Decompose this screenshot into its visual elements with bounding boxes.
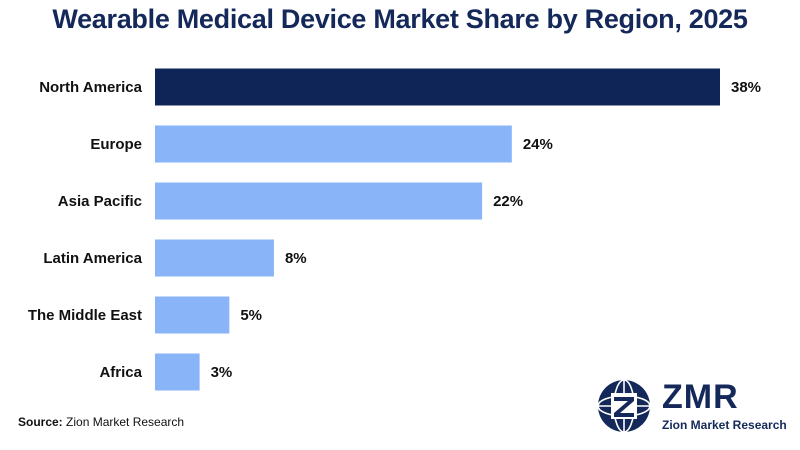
- bar-north-america: [155, 68, 720, 106]
- bar-latin-america: [155, 239, 274, 277]
- value-label-asia-pacific: 22%: [493, 193, 523, 210]
- source-text: Zion Market Research: [66, 415, 185, 429]
- value-label-the-middle-east: 5%: [240, 307, 262, 324]
- value-label-north-america: 38%: [731, 79, 761, 96]
- value-label-africa: 3%: [211, 364, 233, 381]
- bar-the-middle-east: [155, 296, 230, 334]
- category-label-the-middle-east: The Middle East: [28, 307, 142, 324]
- logo-text: ZMR: [662, 378, 739, 416]
- category-labels: North America Europe Asia Pacific Latin Ame…: [28, 79, 143, 381]
- globe-z-icon: [597, 379, 651, 433]
- source-line: Source: Zion Market Research: [18, 415, 184, 429]
- value-labels: 38% 24% 22% 8% 5% 3%: [211, 79, 761, 381]
- category-label-latin-america: Latin America: [43, 250, 142, 267]
- bar-africa: [155, 353, 200, 391]
- value-label-europe: 24%: [523, 136, 553, 153]
- value-label-latin-america: 8%: [285, 250, 307, 267]
- zmr-logo: ZMR Zion Market Research: [596, 378, 796, 438]
- chart-title: Wearable Medical Device Market Share by …: [52, 4, 748, 34]
- category-label-africa: Africa: [99, 364, 142, 381]
- source-prefix: Source:: [18, 415, 63, 429]
- category-label-asia-pacific: Asia Pacific: [58, 193, 142, 210]
- category-label-north-america: North America: [39, 79, 142, 96]
- logo-subtitle: Zion Market Research: [662, 418, 787, 432]
- bar-europe: [155, 125, 512, 163]
- bar-asia-pacific: [155, 182, 483, 220]
- bars-group: [155, 68, 720, 391]
- category-label-europe: Europe: [90, 136, 142, 153]
